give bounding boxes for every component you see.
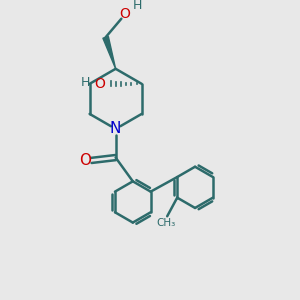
Text: H: H <box>132 0 142 12</box>
Text: O: O <box>94 77 105 91</box>
Text: CH₃: CH₃ <box>156 218 176 228</box>
Polygon shape <box>103 36 116 69</box>
Text: H: H <box>81 76 90 89</box>
Text: O: O <box>79 153 91 168</box>
Text: N: N <box>110 122 121 136</box>
Text: O: O <box>119 8 130 21</box>
